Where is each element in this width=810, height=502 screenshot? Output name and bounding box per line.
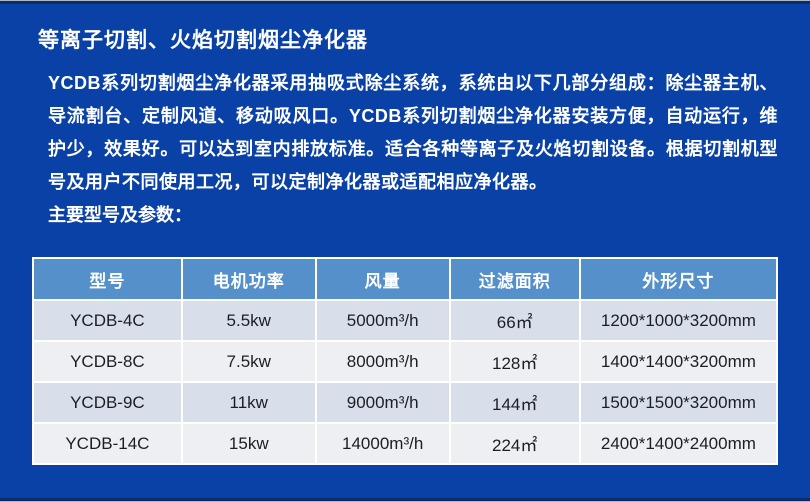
page-title: 等离子切割、火焰切割烟尘净化器: [38, 29, 368, 52]
column-header-motor-power: 电机功率: [180, 257, 317, 301]
table-cell-dimensions: 2400*1400*2400mm: [578, 422, 779, 465]
table-row: YCDB-9C 11kw 9000m³/h 144㎡ 1500*1500*320…: [32, 381, 779, 424]
table-cell-motor-power: 15kw: [180, 422, 317, 465]
column-header-air-volume: 风量: [314, 257, 451, 301]
table-cell-air-volume: 14000m³/h: [314, 422, 451, 465]
table-row: YCDB-8C 7.5kw 8000m³/h 128㎡ 1400*1400*32…: [32, 340, 779, 383]
table-cell-air-volume: 5000m³/h: [314, 299, 451, 342]
table-cell-filter-area: 144㎡: [448, 381, 581, 424]
table-cell-model: YCDB-8C: [32, 340, 183, 383]
spec-table: 型号 电机功率 风量 过滤面积 外形尺寸 YCDB-4C 5.5kw 5000m…: [32, 257, 779, 465]
product-description: YCDB系列切割烟尘净化器采用抽吸式除尘系统，系统由以下几部分组成：除尘器主机、…: [48, 73, 778, 192]
table-cell-model: YCDB-14C: [32, 422, 183, 465]
params-label: 主要型号及参数：: [48, 205, 192, 225]
table-cell-dimensions: 1500*1500*3200mm: [578, 381, 779, 424]
table-cell-motor-power: 7.5kw: [180, 340, 317, 383]
column-header-dimensions: 外形尺寸: [578, 257, 779, 301]
table-cell-model: YCDB-9C: [32, 381, 183, 424]
table-cell-motor-power: 5.5kw: [180, 299, 317, 342]
table-cell-motor-power: 11kw: [180, 381, 317, 424]
table-cell-filter-area: 224㎡: [448, 422, 581, 465]
table-header-row: 型号 电机功率 风量 过滤面积 外形尺寸: [32, 257, 779, 301]
table-cell-dimensions: 1200*1000*3200mm: [578, 299, 779, 342]
table-cell-dimensions: 1400*1400*3200mm: [578, 340, 779, 383]
table-cell-model: YCDB-4C: [32, 299, 183, 342]
table-row: YCDB-14C 15kw 14000m³/h 224㎡ 2400*1400*2…: [32, 422, 779, 465]
table-row: YCDB-4C 5.5kw 5000m³/h 66㎡ 1200*1000*320…: [32, 299, 779, 342]
table-cell-filter-area: 128㎡: [448, 340, 581, 383]
table-cell-air-volume: 8000m³/h: [314, 340, 451, 383]
table-cell-filter-area: 66㎡: [448, 299, 581, 342]
column-header-model: 型号: [32, 257, 183, 301]
column-header-filter-area: 过滤面积: [448, 257, 581, 301]
table-cell-air-volume: 9000m³/h: [314, 381, 451, 424]
